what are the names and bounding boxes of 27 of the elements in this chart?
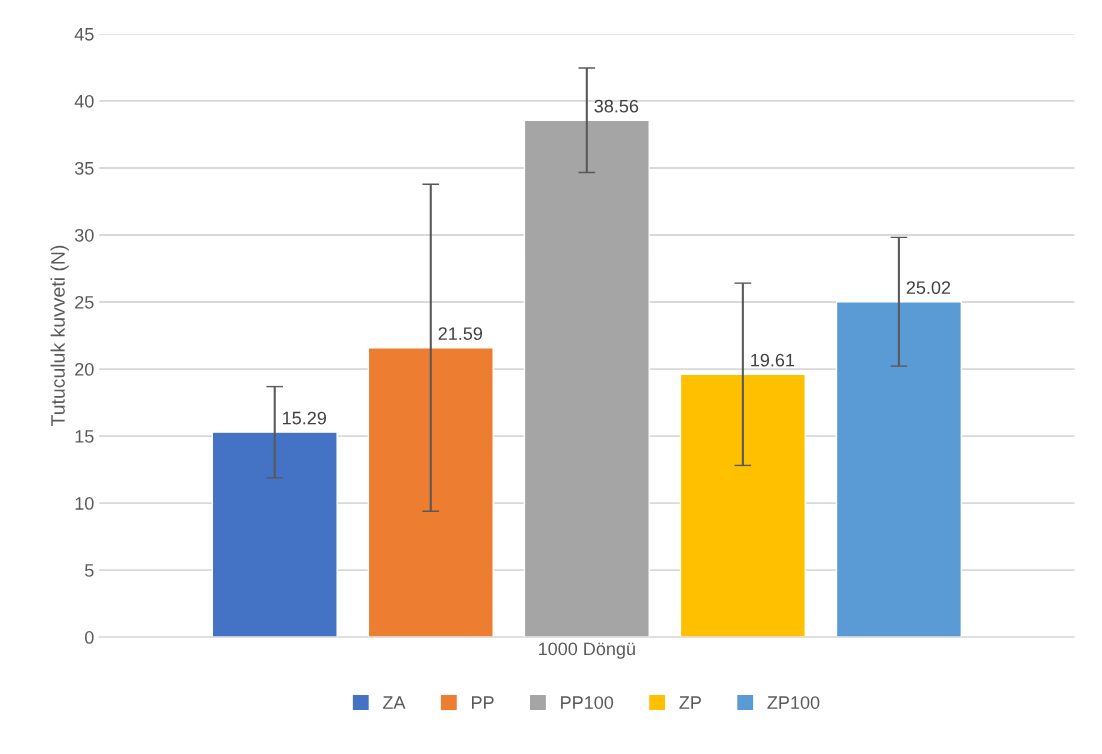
legend-label: PP [472, 696, 494, 709]
bar [367, 347, 494, 638]
data-label: 38.56 [594, 99, 639, 113]
bar [211, 431, 338, 638]
bar [679, 373, 806, 638]
bar [835, 301, 963, 638]
y-tick-label: 10 [75, 497, 94, 510]
data-label: 19.61 [751, 353, 795, 367]
y-tick-label: 0 [84, 631, 94, 644]
legend-label: PP100 [561, 696, 614, 709]
y-tick-label: 30 [74, 228, 94, 242]
legend-label: ZA [383, 696, 406, 709]
y-tick-label: 20 [75, 362, 94, 376]
data-label: 15.29 [283, 411, 326, 425]
y-tick-label: 25 [75, 295, 94, 309]
bar [523, 119, 650, 638]
y-tick-label: 45 [74, 28, 94, 41]
y-tick-label: 40 [74, 94, 94, 108]
legend-label: ZP [679, 696, 701, 709]
x-tick-label: 1000 Döngü [539, 642, 635, 659]
y-tick-label: 5 [85, 564, 94, 577]
legend-label: ZP100 [767, 696, 820, 709]
y-tick-label: 15 [75, 430, 94, 443]
data-label: 25.02 [906, 281, 951, 295]
data-label: 21.59 [438, 327, 483, 340]
y-tick-label: 35 [74, 161, 94, 175]
y-axis-title: Tutuculuk kuvveti (N) [50, 245, 69, 427]
